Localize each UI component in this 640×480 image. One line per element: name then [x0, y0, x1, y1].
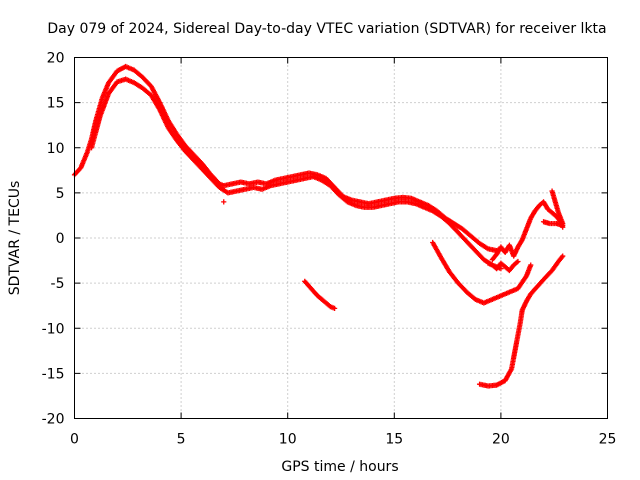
data-point — [332, 305, 338, 311]
x-tick-label: 25 — [599, 432, 617, 448]
x-tick-label: 10 — [279, 432, 297, 448]
y-tick-label: -5 — [51, 276, 65, 292]
plot-frame — [74, 57, 608, 419]
y-tick-label: 20 — [47, 51, 65, 67]
x-axis-title: GPS time / hours — [281, 459, 398, 475]
series-tail-flat — [540, 219, 566, 228]
y-tick-label: 10 — [47, 141, 65, 157]
chart-title: Day 079 of 2024, Sidereal Day-to-day VTE… — [47, 21, 606, 37]
y-tick-label: -10 — [42, 321, 65, 337]
axis-ticks — [74, 57, 608, 419]
series-outlier — [221, 199, 227, 205]
series-main-upper — [71, 63, 504, 254]
y-axis-title: SDTVAR / TECUs — [7, 181, 23, 296]
series-segment-11h — [302, 278, 338, 311]
x-tick-labels: 0 5 10 15 20 25 — [70, 432, 616, 448]
series-main-lower — [88, 76, 504, 272]
y-tick-label: 5 — [56, 186, 65, 202]
data-point — [559, 254, 565, 260]
series-tail-spike — [549, 188, 566, 227]
x-tick-label: 0 — [70, 432, 79, 448]
y-tick-label: -15 — [42, 366, 65, 382]
data-point — [560, 253, 566, 259]
y-tick-label: 0 — [56, 231, 65, 247]
data-point — [515, 258, 521, 265]
data-series — [71, 63, 566, 389]
x-tick-label: 5 — [177, 432, 186, 448]
data-point — [514, 259, 520, 265]
series-tail-lower — [485, 258, 521, 274]
data-point — [560, 222, 566, 228]
data-point — [221, 199, 227, 205]
series-steep-recovery — [476, 253, 566, 389]
data-point — [528, 262, 534, 268]
grid-lines — [74, 57, 608, 419]
x-tick-label: 20 — [492, 432, 510, 448]
y-tick-label: -20 — [42, 412, 65, 428]
x-tick-label: 15 — [385, 432, 403, 448]
series-dip-curve — [430, 239, 534, 306]
y-tick-label: 15 — [47, 96, 65, 112]
series-tail-upper — [489, 199, 566, 263]
y-tick-labels: 20 15 10 5 0 -5 -10 -15 -20 — [42, 51, 65, 428]
